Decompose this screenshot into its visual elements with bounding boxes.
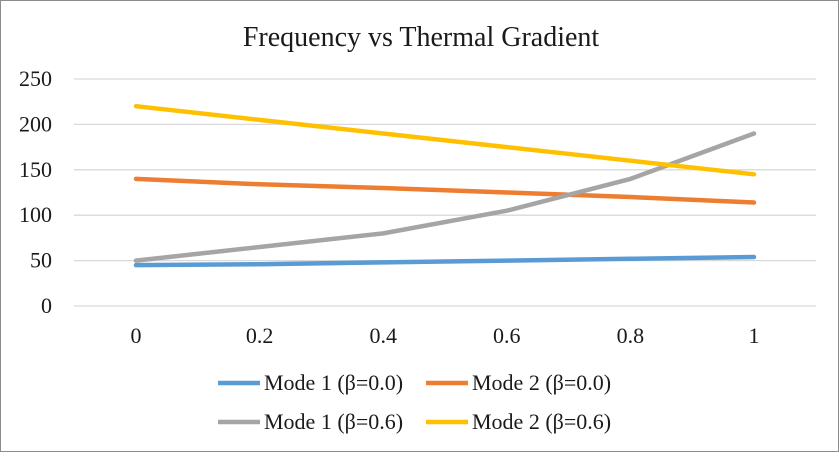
x-tick-label: 0.8	[617, 323, 645, 348]
x-tick-label: 1	[749, 323, 760, 348]
x-tick-label: 0.6	[493, 323, 521, 348]
legend: Mode 1 (β=0.0) Mode 2 (β=0.0) Mode 1 (β=0.…	[218, 370, 611, 434]
series-line-3	[133, 131, 757, 263]
legend-label: Mode 1 (β=0.0)	[264, 370, 403, 395]
legend-item-1: Mode 1 (β=0.0)	[218, 370, 403, 395]
y-tick-label: 100	[19, 202, 52, 227]
x-tick-label: 0.4	[369, 323, 397, 348]
series-lines	[133, 103, 757, 268]
series-line-4	[133, 103, 757, 177]
x-tick-label: 0.2	[246, 323, 274, 348]
series-line-2	[133, 176, 757, 205]
legend-label: Mode 2 (β=0.0)	[472, 370, 611, 395]
series-line-1	[133, 254, 757, 268]
legend-item-2: Mode 2 (β=0.0)	[426, 370, 611, 395]
y-axis-ticks: 0 50 100 150 200 250	[19, 66, 52, 318]
legend-label: Mode 1 (β=0.6)	[264, 409, 403, 434]
y-tick-label: 250	[19, 66, 52, 91]
x-axis-ticks: 0 0.2 0.4 0.6 0.8 1	[131, 323, 760, 348]
legend-item-4: Mode 2 (β=0.6)	[426, 409, 611, 434]
y-tick-label: 200	[19, 111, 52, 136]
y-tick-label: 150	[19, 157, 52, 182]
y-tick-label: 0	[41, 293, 52, 318]
legend-item-3: Mode 1 (β=0.6)	[218, 409, 403, 434]
legend-label: Mode 2 (β=0.6)	[472, 409, 611, 434]
chart-title: Frequency vs Thermal Gradient	[243, 22, 600, 53]
y-tick-label: 50	[30, 248, 52, 273]
x-tick-label: 0	[131, 323, 142, 348]
gridlines	[74, 78, 816, 307]
